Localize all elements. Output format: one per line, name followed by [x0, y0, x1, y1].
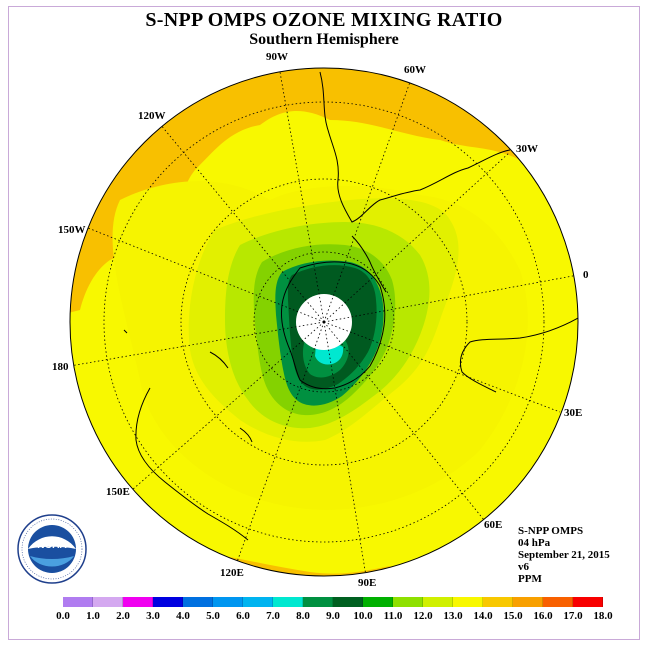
- colorbar-swatch: [363, 597, 393, 607]
- colorbar-swatch: [153, 597, 183, 607]
- colorbar-swatch: [393, 597, 423, 607]
- info-units: PPM: [518, 573, 542, 585]
- colorbar-swatch: [93, 597, 123, 607]
- colorbar-tick-label: 9.0: [326, 610, 340, 622]
- colorbar-tick-label: 4.0: [176, 610, 190, 622]
- map-subtitle: Southern Hemisphere: [249, 31, 399, 48]
- colorbar-swatch: [573, 597, 603, 607]
- coast-antarctic-peninsula: [351, 235, 387, 293]
- lon-label-150w: 150W: [58, 224, 86, 236]
- noaa-logo: NOAA: [17, 514, 87, 584]
- lon-label-90w: 90W: [266, 51, 288, 63]
- lon-label-30e: 30E: [564, 407, 582, 419]
- colorbar-swatch: [243, 597, 273, 607]
- colorbar-tick-label: 11.0: [383, 610, 403, 622]
- colorbar-tick-label: 12.0: [413, 610, 433, 622]
- colorbar-tick-label: 6.0: [236, 610, 250, 622]
- colorbar-tick-label: 15.0: [503, 610, 523, 622]
- coast-south-america: [319, 71, 511, 223]
- coast-island-1: [123, 329, 128, 334]
- info-level: 04 hPa: [518, 537, 551, 549]
- info-date: September 21, 2015: [518, 549, 610, 561]
- lon-label-60e: 60E: [484, 519, 502, 531]
- colorbar-tick-label: 5.0: [206, 610, 220, 622]
- colorbar-swatch: [423, 597, 453, 607]
- colorbar-swatch: [183, 597, 213, 607]
- colorbar-tick-label: 10.0: [353, 610, 373, 622]
- lon-label-120w: 120W: [138, 110, 166, 122]
- colorbar-tick-label: 18.0: [593, 610, 613, 622]
- colorbar-swatch: [273, 597, 303, 607]
- colorbar-tick-label: 13.0: [443, 610, 463, 622]
- colorbar-tick-label: 7.0: [266, 610, 280, 622]
- meridians: [70, 71, 578, 576]
- coast-africa: [459, 317, 578, 393]
- colorbar-swatch: [123, 597, 153, 607]
- colorbar-tick-label: 16.0: [533, 610, 553, 622]
- info-version: v6: [518, 561, 529, 573]
- colorbar-swatch: [333, 597, 363, 607]
- coast-new-zealand: [209, 351, 229, 369]
- lon-label-60w: 60W: [404, 64, 426, 76]
- colorbar: [63, 597, 603, 607]
- colorbar-tick-label: 17.0: [563, 610, 583, 622]
- coast-antarctica: [281, 261, 386, 390]
- colorbar-tick-label: 3.0: [146, 610, 160, 622]
- noaa-logo-text: NOAA: [37, 540, 66, 551]
- colorbar-swatch: [303, 597, 333, 607]
- colorbar-tick-label: 2.0: [116, 610, 130, 622]
- lon-label-0: 0: [583, 269, 589, 281]
- figure-frame: [8, 6, 640, 640]
- contour-orange-south: [180, 548, 420, 576]
- lon-label-150e: 150E: [106, 486, 130, 498]
- lon-label-120e: 120E: [220, 567, 244, 579]
- colorbar-tick-label: 8.0: [296, 610, 310, 622]
- map-title: S-NPP OMPS OZONE MIXING RATIO: [145, 9, 503, 31]
- colorbar-swatch: [483, 597, 513, 607]
- lon-label-30w: 30W: [516, 143, 538, 155]
- coast-australia: [135, 387, 249, 541]
- coastlines: [123, 71, 578, 541]
- colorbar-tick-label: 0.0: [56, 610, 70, 622]
- coast-island-2: [239, 427, 253, 443]
- colorbar-swatch: [543, 597, 573, 607]
- colorbar-swatch: [63, 597, 93, 607]
- info-instrument: S-NPP OMPS: [518, 525, 584, 537]
- colorbar-swatch: [513, 597, 543, 607]
- lon-label-180: 180: [52, 361, 69, 373]
- colorbar-swatch: [213, 597, 243, 607]
- colorbar-tick-label: 14.0: [473, 610, 493, 622]
- south-pole-marker: [322, 320, 326, 324]
- map-border: [69, 67, 579, 577]
- lon-label-90e: 90E: [358, 577, 376, 589]
- colorbar-tick-label: 1.0: [86, 610, 100, 622]
- colorbar-swatch: [453, 597, 483, 607]
